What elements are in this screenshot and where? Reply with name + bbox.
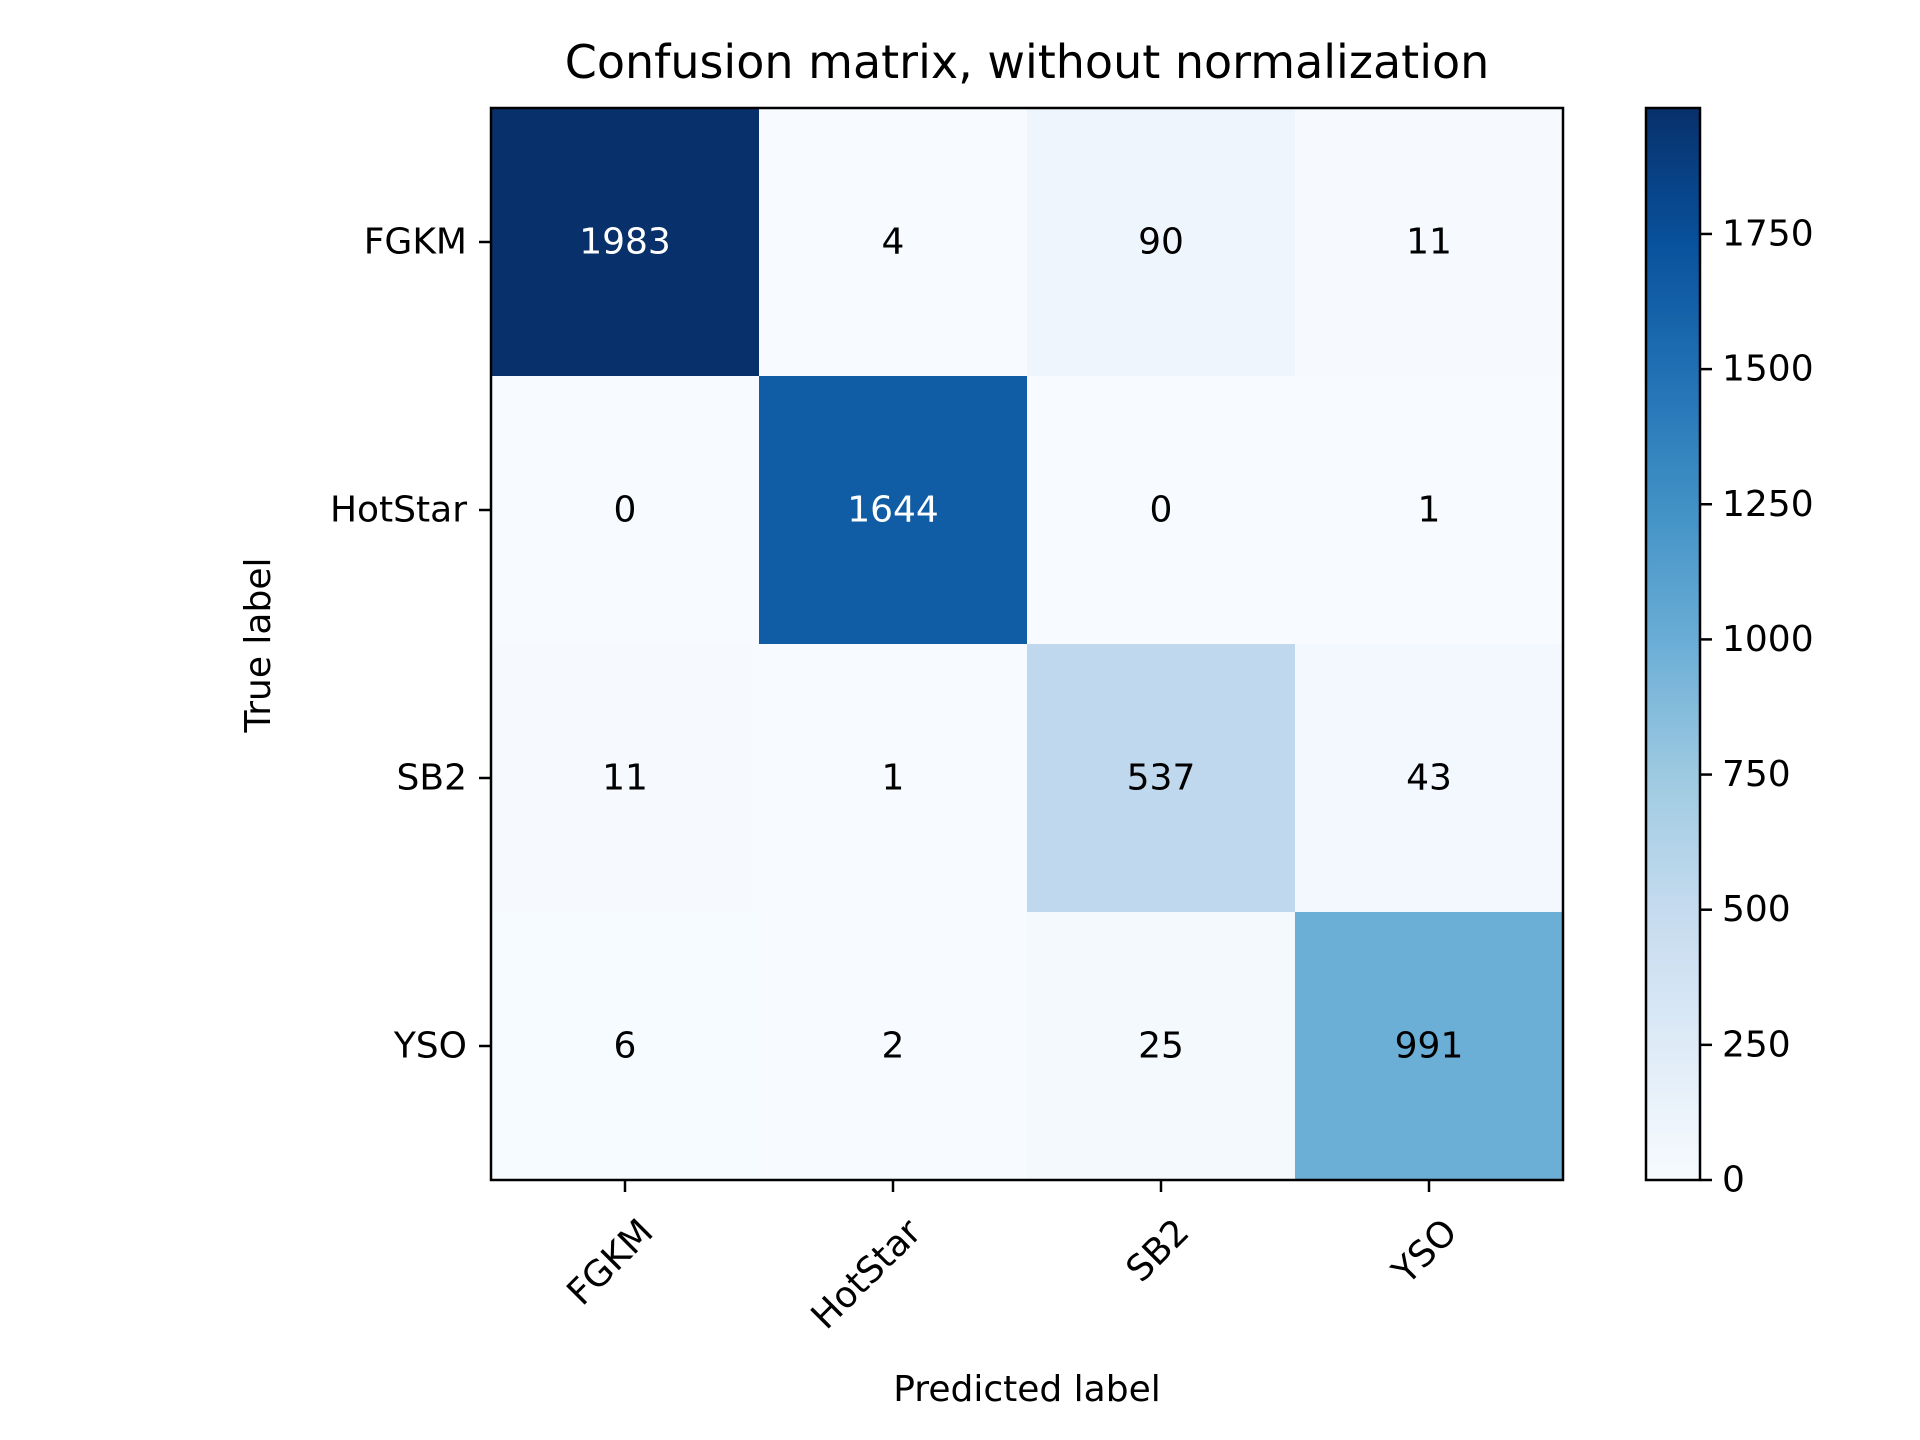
heatmap-cell bbox=[1027, 912, 1295, 1180]
plot-frame bbox=[489, 106, 1565, 1182]
x-tick-label: SB2 bbox=[1119, 1211, 1198, 1290]
heatmap-cell-label: 25 bbox=[1138, 1026, 1184, 1067]
heatmap-cell-label: 90 bbox=[1138, 222, 1184, 263]
colorbar-tick-label: 0 bbox=[1722, 1160, 1745, 1201]
heatmap-cell-labels: 1983 4 90 110 1644 0 111 1 537 436 2 25 991 bbox=[579, 222, 1463, 1067]
heatmap-cell-label: 0 bbox=[614, 490, 637, 531]
colorbar-tick-label: 1750 bbox=[1722, 213, 1814, 254]
y-tick-label: YSO bbox=[393, 1026, 467, 1067]
heatmap-cells bbox=[491, 108, 1563, 1180]
heatmap-cell bbox=[1295, 108, 1563, 376]
heatmap-cell bbox=[491, 108, 759, 376]
heatmap-cell bbox=[491, 376, 759, 644]
x-axis-ticks: FGKM HotStar SB2 YSO bbox=[559, 1180, 1465, 1337]
y-tick-label: FGKM bbox=[364, 222, 467, 263]
heatmap-cell-label: 11 bbox=[602, 758, 648, 799]
colorbar-ticks: 0 250 500 750 1000 1250 1500 1750 bbox=[1700, 213, 1814, 1201]
heatmap-cell bbox=[1295, 376, 1563, 644]
y-tick-label: HotStar bbox=[330, 490, 467, 531]
x-tick-label: FGKM bbox=[559, 1211, 661, 1313]
heatmap-cell bbox=[759, 376, 1027, 644]
heatmap-cell bbox=[491, 912, 759, 1180]
x-tick-label: YSO bbox=[1384, 1211, 1465, 1292]
heatmap-cell-label: 6 bbox=[614, 1026, 637, 1067]
heatmap-cell-label: 4 bbox=[882, 222, 905, 263]
heatmap-cell-label: 1644 bbox=[847, 490, 939, 531]
heatmap-cell-label: 2 bbox=[882, 1026, 905, 1067]
heatmap-cell bbox=[1295, 644, 1563, 912]
y-tick-label: SB2 bbox=[397, 758, 467, 799]
colorbar-tick-label: 1500 bbox=[1722, 349, 1814, 390]
colorbar-tick-label: 250 bbox=[1722, 1024, 1791, 1065]
heatmap-cell-label: 11 bbox=[1406, 222, 1452, 263]
heatmap-cell-label: 0 bbox=[1150, 490, 1173, 531]
x-axis-label: Predicted label bbox=[893, 1369, 1161, 1410]
heatmap-cell-label: 1 bbox=[1418, 490, 1441, 531]
heatmap-cell bbox=[759, 108, 1027, 376]
heatmap-cell bbox=[759, 644, 1027, 912]
x-tick-label: HotStar bbox=[804, 1211, 930, 1337]
y-axis-label: True label bbox=[238, 558, 279, 734]
heatmap-cell-label: 537 bbox=[1127, 758, 1196, 799]
colorbar-tick-label: 500 bbox=[1722, 889, 1791, 930]
heatmap-cell bbox=[1295, 912, 1563, 1180]
heatmap-cell-label: 1 bbox=[882, 758, 905, 799]
colorbar-tick-label: 750 bbox=[1722, 754, 1791, 795]
heatmap-cell-label: 1983 bbox=[579, 222, 671, 263]
colorbar-tick-label: 1000 bbox=[1722, 619, 1814, 660]
heatmap-cell bbox=[1027, 108, 1295, 376]
chart-title: Confusion matrix, without normalization bbox=[565, 35, 1490, 89]
colorbar bbox=[1644, 106, 1702, 1182]
colorbar-tick-label: 1250 bbox=[1722, 484, 1814, 525]
heatmap-cell bbox=[1027, 644, 1295, 912]
heatmap-cell bbox=[1027, 376, 1295, 644]
heatmap-cell-label: 991 bbox=[1395, 1026, 1464, 1067]
y-axis-ticks: FGKM HotStar SB2 YSO bbox=[330, 222, 491, 1067]
heatmap-cell-label: 43 bbox=[1406, 758, 1452, 799]
heatmap-cell bbox=[759, 912, 1027, 1180]
heatmap-cell bbox=[491, 644, 759, 912]
